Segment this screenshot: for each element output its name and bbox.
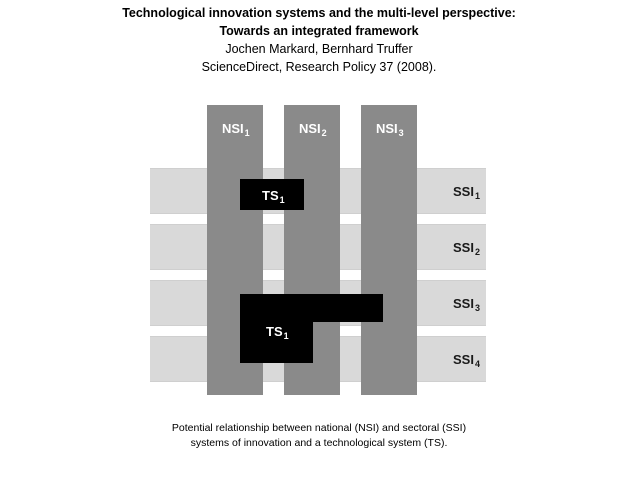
nsi-label-3: NSI3 — [376, 121, 404, 138]
ts-large-top-block — [240, 294, 383, 322]
title-line-1: Technological innovation systems and the… — [122, 6, 516, 20]
ssi-label-1: SSI1 — [453, 184, 480, 201]
ts-small-label: TS1 — [262, 188, 285, 205]
title-line-2: Towards an integrated framework — [219, 24, 419, 38]
ts-small-block — [240, 179, 304, 210]
nsi-label-1: NSI1 — [222, 121, 250, 138]
source-citation: ScienceDirect, Research Policy 37 (2008)… — [201, 60, 437, 74]
ssi-label-2: SSI2 — [453, 240, 480, 257]
ssi-label-3: SSI3 — [453, 296, 480, 313]
caption-line-2: systems of innovation and a technologica… — [190, 437, 448, 449]
figure-caption: Potential relationship between national … — [0, 421, 638, 451]
ts-large-label: TS1 — [266, 324, 289, 341]
ts-large-bottom-block — [240, 320, 313, 363]
ssi-label-4: SSI4 — [453, 352, 480, 369]
slide-header: Technological innovation systems and the… — [0, 4, 638, 76]
authors: Jochen Markard, Bernhard Truffer — [225, 42, 413, 56]
caption-line-1: Potential relationship between national … — [171, 422, 467, 434]
nsi-column-3 — [361, 105, 417, 395]
nsi-label-2: NSI2 — [299, 121, 327, 138]
